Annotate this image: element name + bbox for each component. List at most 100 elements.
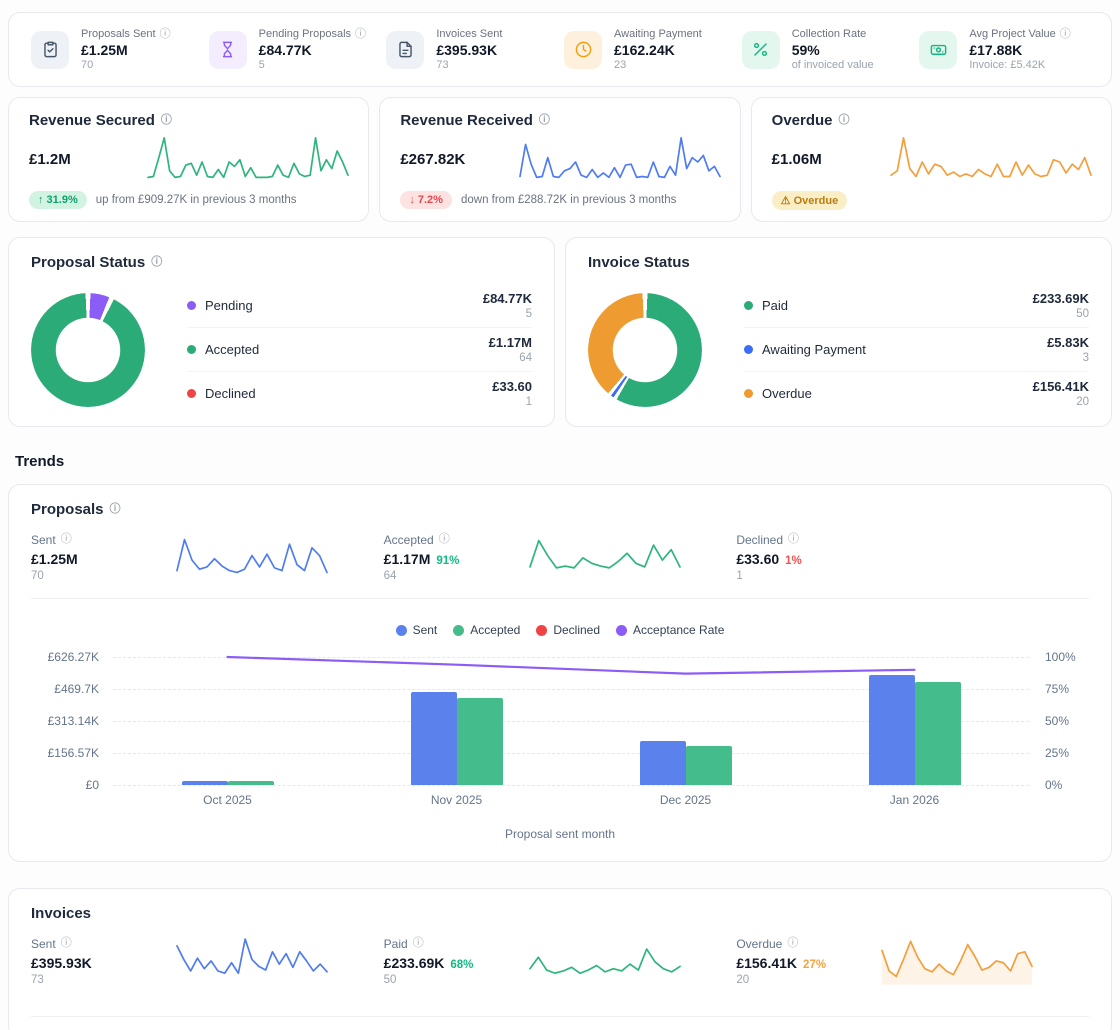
info-icon[interactable]: ⓘ — [160, 114, 172, 126]
right-axis-tick: 100% — [1045, 650, 1076, 664]
chart-legend: Sent Accepted Declined Acceptance Rate — [31, 623, 1089, 637]
revenue-received-sparkline — [520, 133, 720, 185]
card-title: Overdue — [771, 112, 833, 129]
bar-groups — [113, 657, 1029, 785]
legend-label: Overdue — [762, 386, 812, 401]
card-title: Invoice Status — [588, 254, 690, 271]
info-icon[interactable]: ⓘ — [838, 114, 850, 126]
x-axis-label: Nov 2025 — [430, 793, 483, 807]
legend-count: 20 — [1076, 396, 1089, 408]
mini-label: Declined — [736, 532, 784, 547]
stat-sub: 23 — [614, 59, 627, 71]
trend-note: down from £288.72K in previous 3 months — [460, 194, 677, 206]
info-icon[interactable]: ⓘ — [109, 503, 121, 515]
hourglass-icon — [208, 30, 247, 69]
proposals-accepted-sparkline — [530, 530, 680, 584]
clipboard-check-icon — [31, 30, 69, 69]
mini-value: £33.60 — [736, 550, 780, 567]
legend-dot — [616, 624, 628, 636]
legend-row-awaiting-payment[interactable]: Awaiting Payment £5.83K 3 — [744, 328, 1089, 372]
bar-sent-oct-2025[interactable] — [181, 780, 228, 785]
stat-value: £162.24K — [614, 42, 675, 58]
chart-legend-sent[interactable]: Sent — [395, 623, 438, 637]
right-axis-tick: 75% — [1045, 682, 1070, 696]
gridline — [113, 721, 1029, 722]
stat-sub: 5 — [258, 59, 265, 71]
bar-group-dec-2025[interactable] — [571, 657, 800, 785]
revenue-received-card: Revenue Received ⓘ £267.82K ↓ 7.2% down f… — [379, 97, 741, 222]
mini-stat-sent: Sent ⓘ £1.25M 70 — [31, 530, 384, 584]
info-icon[interactable]: ⓘ — [355, 27, 367, 40]
mini-label: Sent — [31, 936, 56, 951]
mini-pct: 91% — [436, 554, 460, 567]
bar-sent-dec-2025[interactable] — [639, 741, 686, 785]
legend-label: Declined — [205, 386, 256, 401]
info-icon[interactable]: ⓘ — [412, 937, 424, 949]
proposals-sent-sparkline — [177, 530, 327, 584]
revenue-secured-card: Revenue Secured ⓘ £1.2M ↑ 31.9% up from £… — [8, 97, 370, 222]
legend-value: £233.69K — [1032, 291, 1089, 306]
proposal-status-card: Proposal Status ⓘ Pending £84.77K 5 Accept… — [8, 237, 555, 427]
bar-sent-nov-2025[interactable] — [410, 691, 457, 785]
bar-accepted-jan-2026[interactable] — [914, 681, 961, 785]
info-icon[interactable]: ⓘ — [1059, 27, 1071, 40]
mini-stat-declined: Declined ⓘ £33.60 1% 1 — [736, 530, 1089, 584]
legend-label: Sent — [412, 623, 438, 637]
stat-value: £1.25M — [81, 42, 128, 58]
card-title: Revenue Received — [400, 112, 533, 129]
y-axis-tick: £469.7K — [54, 682, 99, 696]
chart-legend-declined[interactable]: Declined — [536, 623, 600, 637]
divider — [31, 1016, 1089, 1017]
legend-count: 1 — [525, 396, 532, 408]
bar-group-jan-2026[interactable] — [800, 657, 1029, 785]
info-icon[interactable]: ⓘ — [538, 114, 550, 126]
mini-pct: 1% — [785, 554, 802, 567]
file-icon — [386, 30, 425, 69]
legend-row-declined[interactable]: Declined £33.60 1 — [187, 372, 532, 415]
info-icon[interactable]: ⓘ — [159, 27, 171, 40]
right-axis-tick: 25% — [1045, 746, 1070, 760]
trend-badge: ↑ 31.9% — [29, 191, 87, 209]
stat-sub: Invoice: £5.42K — [969, 59, 1046, 71]
y-axis-tick: £626.27K — [47, 650, 99, 664]
legend-row-accepted[interactable]: Accepted £1.17M 64 — [187, 328, 532, 372]
bar-group-nov-2025[interactable] — [342, 657, 571, 785]
bar-sent-jan-2026[interactable] — [868, 674, 915, 785]
stat-label: Collection Rate — [791, 28, 867, 40]
gridline — [113, 753, 1029, 754]
bar-accepted-oct-2025[interactable] — [227, 781, 274, 785]
proposals-declined-sparkline — [882, 530, 1032, 584]
invoice-status-donut[interactable] — [588, 292, 702, 407]
invoices-mini-stats: Sent ⓘ £395.93K 73 Paid ⓘ £233.69K 68% 50 O… — [31, 934, 1089, 988]
bar-accepted-dec-2025[interactable] — [685, 745, 732, 785]
info-icon[interactable]: ⓘ — [60, 937, 72, 949]
revenue-cards-row: Revenue Secured ⓘ £1.2M ↑ 31.9% up from £… — [8, 97, 1112, 222]
legend-value: £33.60 — [492, 379, 532, 394]
stat-pending-proposals: Pending Proposals ⓘ £84.77K 5 — [208, 27, 379, 71]
bar-group-oct-2025[interactable] — [113, 657, 342, 785]
proposal-status-donut[interactable] — [31, 292, 145, 407]
stat-value: 59% — [791, 42, 820, 58]
trends-heading: Trends — [15, 453, 65, 470]
mini-label: Overdue — [736, 936, 783, 951]
bar-accepted-nov-2025[interactable] — [456, 697, 503, 785]
info-icon[interactable]: ⓘ — [788, 533, 800, 545]
mini-value: £156.41K — [736, 954, 798, 971]
legend-label: Declined — [553, 623, 601, 637]
chart-legend-acceptance-rate[interactable]: Acceptance Rate — [616, 623, 724, 637]
legend-row-overdue[interactable]: Overdue £156.41K 20 — [744, 372, 1089, 415]
legend-value: £84.77K — [482, 291, 532, 306]
legend-dot — [744, 389, 753, 398]
y-axis-tick: £0 — [85, 778, 99, 792]
mini-pct: 27% — [803, 958, 827, 971]
info-icon[interactable]: ⓘ — [787, 937, 799, 949]
info-icon[interactable]: ⓘ — [151, 256, 163, 268]
legend-row-pending[interactable]: Pending £84.77K 5 — [187, 284, 532, 328]
legend-label: Paid — [762, 298, 789, 313]
chart-legend-accepted[interactable]: Accepted — [453, 623, 520, 637]
invoices-paid-sparkline — [530, 934, 680, 988]
info-icon[interactable]: ⓘ — [438, 533, 450, 545]
info-icon[interactable]: ⓘ — [60, 533, 72, 545]
legend-row-paid[interactable]: Paid £233.69K 50 — [744, 284, 1089, 328]
stat-avg-project-value: Avg Project Value ⓘ £17.88K Invoice: £5.4… — [919, 28, 1089, 71]
